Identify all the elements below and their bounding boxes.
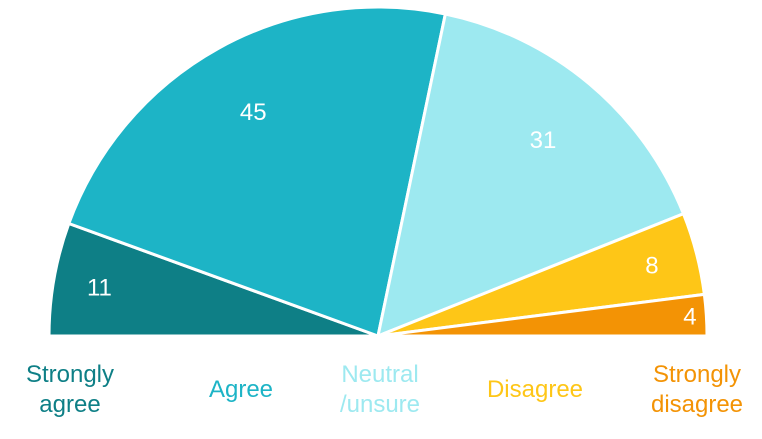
- data-label-strongly-agree: 11: [87, 274, 112, 301]
- category-label-line: Strongly: [25, 361, 115, 388]
- category-label-line: /unsure: [339, 391, 421, 418]
- category-label-disagree: Disagree: [455, 375, 615, 405]
- category-label-line: Disagree: [486, 376, 584, 403]
- data-label-neutral-unsure: 31: [530, 127, 557, 154]
- pie-slice-neutral-unsure: [376, 12, 685, 338]
- category-label-line: Agree: [208, 376, 274, 403]
- pie-slice-strongly-disagree: [376, 292, 709, 338]
- category-label-strongly-disagree: Strongly disagree: [617, 360, 762, 420]
- category-label-line: Neutral: [341, 361, 419, 388]
- category-label-strongly-agree: Strongly agree: [0, 360, 150, 420]
- category-label-line: Strongly: [652, 361, 742, 388]
- data-label-strongly-disagree: 4: [683, 304, 696, 331]
- category-label-line: agree: [39, 391, 101, 418]
- category-label-agree: Agree: [161, 375, 321, 405]
- category-label-neutral-unsure: Neutral/unsure: [300, 360, 460, 420]
- pie-slice-agree: [67, 5, 447, 338]
- data-label-agree: 45: [240, 99, 267, 126]
- data-label-disagree: 8: [645, 252, 658, 279]
- category-label-line: disagree: [650, 391, 744, 418]
